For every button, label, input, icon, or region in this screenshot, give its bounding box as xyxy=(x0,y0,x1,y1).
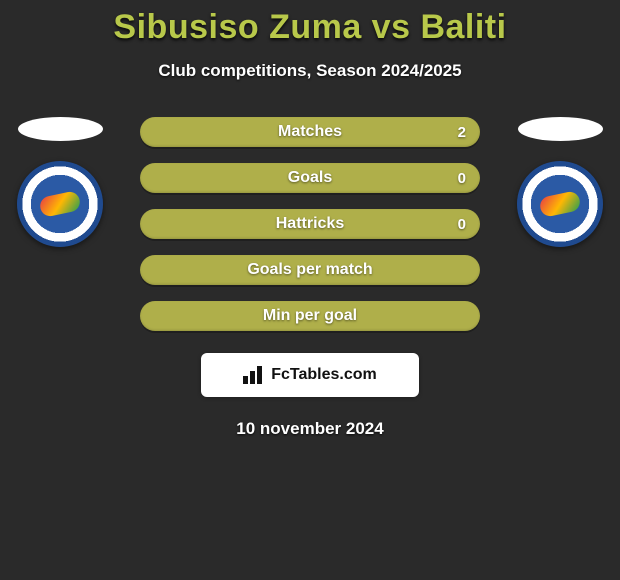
stat-value-left: 0 xyxy=(458,170,466,187)
brand-label: FcTables.com xyxy=(271,366,377,384)
stat-bar-min-per-goal: Min per goal xyxy=(140,301,480,331)
comparison-panel: Matches 2 Goals 0 Hattricks 0 Goals per … xyxy=(0,117,620,331)
club-badge-text xyxy=(17,161,103,247)
player-left-club-badge xyxy=(17,161,103,247)
stat-label: Hattricks xyxy=(276,215,344,233)
club-badge-text xyxy=(517,161,603,247)
stat-bar-goals: Goals 0 xyxy=(140,163,480,193)
bar-chart-icon xyxy=(243,366,265,384)
subtitle: Club competitions, Season 2024/2025 xyxy=(0,61,620,81)
player-right-column xyxy=(510,117,610,247)
stat-label: Min per goal xyxy=(263,307,357,325)
stat-bar-goals-per-match: Goals per match xyxy=(140,255,480,285)
player-left-photo xyxy=(18,117,103,141)
stat-label: Goals per match xyxy=(247,261,372,279)
player-right-club-badge xyxy=(517,161,603,247)
stats-bars: Matches 2 Goals 0 Hattricks 0 Goals per … xyxy=(140,117,480,331)
player-left-column xyxy=(10,117,110,247)
stat-bar-matches: Matches 2 xyxy=(140,117,480,147)
stat-bar-hattricks: Hattricks 0 xyxy=(140,209,480,239)
stat-label: Matches xyxy=(278,123,342,141)
stat-label: Goals xyxy=(288,169,332,187)
stat-value-left: 2 xyxy=(458,124,466,141)
page-title: Sibusiso Zuma vs Baliti xyxy=(0,0,620,47)
date-label: 10 november 2024 xyxy=(0,419,620,439)
player-right-photo xyxy=(518,117,603,141)
stat-value-left: 0 xyxy=(458,216,466,233)
brand-card[interactable]: FcTables.com xyxy=(201,353,419,397)
